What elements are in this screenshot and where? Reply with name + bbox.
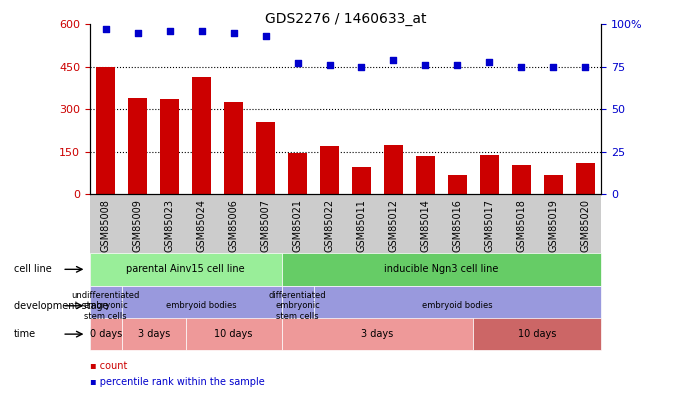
Text: embryoid bodies: embryoid bodies [167,301,237,310]
Text: ▪ percentile rank within the sample: ▪ percentile rank within the sample [90,377,265,387]
Text: 3 days: 3 days [138,329,170,339]
Bar [320,146,339,194]
Bar [544,175,562,194]
Point [324,62,335,68]
Text: inducible Ngn3 cell line: inducible Ngn3 cell line [384,264,499,274]
Point [228,30,239,36]
Point [515,64,527,70]
Point [196,28,207,34]
Text: cell line: cell line [14,264,52,274]
Bar [256,122,275,194]
Text: 3 days: 3 days [361,329,394,339]
Bar [576,163,595,194]
Bar [480,155,499,194]
Point [420,62,431,68]
Point [548,64,559,70]
Text: time: time [14,329,36,339]
Bar [128,98,147,194]
Text: undifferentiated
embryonic
stem cells: undifferentiated embryonic stem cells [72,291,140,321]
Point [100,26,111,33]
Bar [511,164,531,194]
Text: differentiated
embryonic
stem cells: differentiated embryonic stem cells [269,291,326,321]
Text: GDS2276 / 1460633_at: GDS2276 / 1460633_at [265,12,426,26]
Text: 0 days: 0 days [90,329,122,339]
Bar [96,67,115,194]
Point [388,57,399,63]
Point [164,28,176,34]
Text: 10 days: 10 days [214,329,253,339]
Bar [192,77,211,194]
Bar [352,168,371,194]
Bar [160,100,179,194]
Text: parental Ainv15 cell line: parental Ainv15 cell line [126,264,245,274]
Bar [384,145,403,194]
Point [260,33,271,39]
Bar [448,175,467,194]
Point [132,30,143,36]
Text: ▪ count: ▪ count [90,360,127,371]
Point [356,64,367,70]
Text: development stage: development stage [14,301,108,311]
Bar [288,153,307,194]
Point [580,64,591,70]
Bar [224,102,243,194]
Bar [416,156,435,194]
Text: 10 days: 10 days [518,329,556,339]
Point [484,58,495,65]
Point [452,62,463,68]
Point [292,60,303,67]
Text: embryoid bodies: embryoid bodies [422,301,493,310]
